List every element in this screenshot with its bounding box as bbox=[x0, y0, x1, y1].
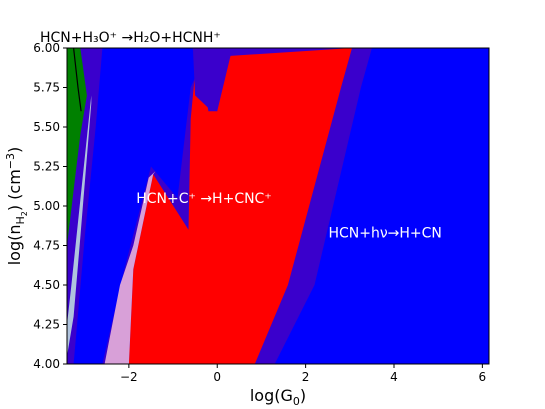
y-tick-label: 5.25 bbox=[33, 160, 60, 174]
x-tick-label: −2 bbox=[120, 370, 138, 384]
y-tick-label: 4.50 bbox=[33, 278, 60, 292]
y-tick-label: 4.25 bbox=[33, 318, 60, 332]
inner-purple-notch bbox=[192, 48, 231, 112]
region-label: HCN+hν→H+CN bbox=[328, 226, 441, 242]
y-axis-title: log(nH2) (cm−3) bbox=[4, 147, 29, 266]
plot-area bbox=[66, 47, 490, 365]
contour-line bbox=[73, 48, 82, 112]
region-label: HCN+C⁺ →H+CNC⁺ bbox=[136, 191, 272, 207]
region-labels: HCN+C⁺ →H+CNC⁺ HCN+hν→H+CN bbox=[136, 191, 442, 242]
light-edge bbox=[67, 95, 92, 357]
y-tick-label: 4.75 bbox=[33, 239, 60, 253]
pink-edge bbox=[104, 171, 156, 364]
x-tick-label: 4 bbox=[390, 370, 398, 384]
x-tick-label: 6 bbox=[479, 370, 487, 384]
green-region bbox=[67, 48, 87, 246]
y-tick-label: 5.00 bbox=[33, 199, 60, 213]
y-tick-label: 5.50 bbox=[33, 120, 60, 134]
y-tick-label: 4.00 bbox=[33, 357, 60, 371]
x-axis-title: log(G0) bbox=[250, 386, 306, 408]
x-tick-label: 2 bbox=[302, 370, 310, 384]
y-tick-label: 5.75 bbox=[33, 81, 60, 95]
x-axis: −2 0 2 4 6 bbox=[120, 364, 486, 384]
chart-title: HCN+H₃O⁺ →H₂O+HCNH⁺ bbox=[40, 30, 221, 46]
x-tick-label: 0 bbox=[213, 370, 221, 384]
red-region bbox=[128, 48, 352, 364]
y-axis: 4.00 4.25 4.50 4.75 5.00 5.25 5.50 5.75 6.00 bbox=[33, 41, 67, 371]
y-tick-label: 6.00 bbox=[33, 41, 60, 55]
